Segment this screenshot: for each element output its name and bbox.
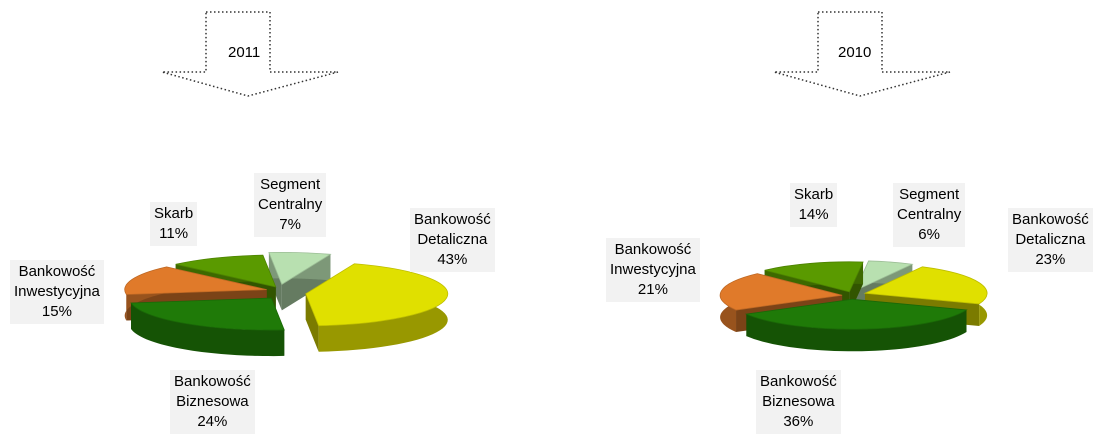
slice-label-detaliczna-2011: Bankowość Detaliczna 43% — [410, 208, 495, 272]
year-arrow-2010 — [773, 11, 951, 97]
slice-label-skarb-2011: Skarb 11% — [150, 202, 198, 246]
slice-label-biznesowa-2010: Bankowość Biznesowa 36% — [756, 370, 841, 434]
slice-label-inwestycyjna-2010: Bankowość Inwestycyjna 21% — [606, 238, 700, 302]
pie-slice-centralny-2011 — [268, 251, 332, 311]
slice-label-biznesowa-2011: Bankowość Biznesowa 24% — [170, 370, 255, 434]
pie-slice-biznesowa-2011 — [130, 297, 285, 357]
year-label-2010: 2010 — [838, 44, 872, 61]
slice-label-inwestycyjna-2011: Bankowość Inwestycyjna 15% — [10, 260, 104, 324]
year-label-2011: 2011 — [228, 44, 261, 61]
slice-label-detaliczna-2010: Bankowość Detaliczna 23% — [1008, 208, 1093, 272]
pie-slice-detaliczna-2011 — [305, 263, 449, 352]
slice-label-skarb-2010: Skarb 14% — [790, 183, 838, 227]
slice-label-centralny-2010: Segment Centralny 6% — [893, 183, 966, 247]
year-arrow-2011 — [161, 11, 339, 97]
slice-label-centralny-2011: Segment Centralny 7% — [254, 173, 327, 237]
